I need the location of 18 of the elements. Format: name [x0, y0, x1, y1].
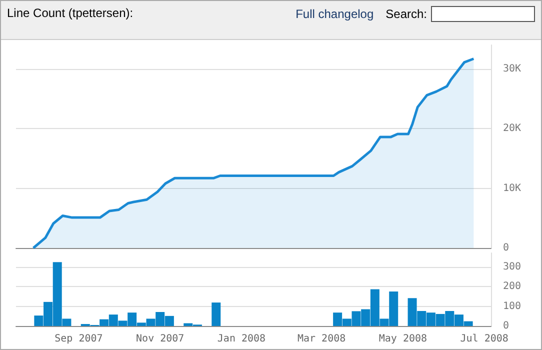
text: Full changelog [296, 7, 374, 21]
y-tick-label: 10K [503, 182, 522, 194]
y-tick-label: 30K [503, 63, 522, 74]
y-tick-label: 100 [503, 300, 522, 312]
chart-title: Line Count (tpettersen): [7, 6, 134, 20]
x-tick-label: May 2008 [378, 334, 428, 344]
y-tick-label: 20K [503, 123, 522, 134]
bar [212, 302, 221, 326]
x-tick-label: Jan 2008 [217, 334, 266, 344]
x-tick-label: Nov 2007 [136, 334, 184, 344]
x-tick-label: Jul 2008 [460, 334, 508, 344]
y-tick-label: 200 [503, 281, 522, 292]
y-tick-label: 0 [503, 242, 510, 254]
x-tick-label: Sep 2007 [54, 334, 103, 344]
y-tick-label: 0 [503, 320, 510, 332]
text: Search: [386, 7, 427, 21]
x-tick-label: Mar 2008 [297, 334, 346, 344]
y-tick-label: 300 [503, 261, 522, 272]
